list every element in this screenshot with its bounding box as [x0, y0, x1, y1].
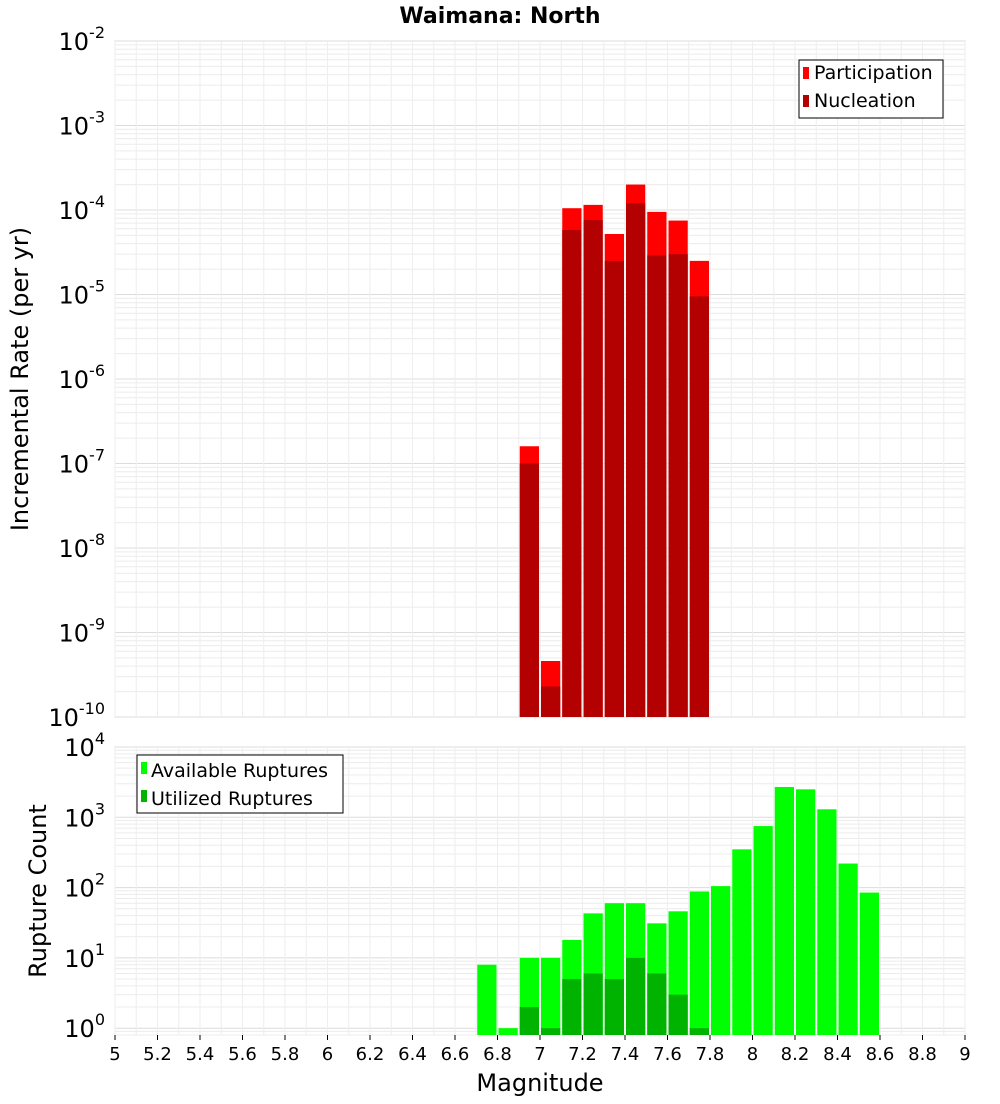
available-ruptures-bar	[732, 849, 752, 1035]
nucleation-bar	[604, 260, 624, 717]
y-tick-label: 10-5	[59, 277, 106, 310]
available-ruptures-bar	[477, 964, 497, 1035]
available-ruptures-bar	[859, 892, 879, 1035]
x-tick-label: 6.2	[356, 1044, 385, 1065]
chart-title: Waimana: North	[399, 4, 600, 29]
x-tick-label: 6	[322, 1044, 333, 1065]
y-tick-label: 10-7	[59, 446, 106, 479]
nucleation-bar	[647, 255, 667, 717]
utilized-ruptures-bar	[689, 1028, 709, 1035]
x-tick-label: 5.2	[143, 1044, 172, 1065]
x-tick-label: 6.6	[441, 1044, 470, 1065]
y-tick-label: 10-3	[59, 108, 106, 141]
rate-legend-box	[798, 59, 944, 119]
y-tick-label: 103	[64, 799, 105, 832]
x-tick-label: 7.6	[653, 1044, 682, 1065]
nucleation-bar	[562, 229, 582, 717]
x-tick-label: 5.8	[271, 1044, 300, 1065]
available-ruptures-bar	[838, 863, 858, 1035]
nucleation-bar	[519, 463, 539, 717]
y-tick-label: 104	[64, 729, 105, 762]
available-ruptures-bar	[689, 891, 709, 1035]
y-tick-label: 10-2	[59, 23, 106, 56]
utilized-ruptures-bar	[519, 1007, 539, 1035]
available-ruptures-bar	[796, 789, 816, 1035]
available-legend-label: Available Ruptures	[151, 760, 328, 782]
available-ruptures-bar	[711, 886, 731, 1035]
nucleation-legend-swatch	[803, 95, 809, 107]
x-tick-label: 9	[959, 1044, 970, 1065]
nucleation-bar	[541, 686, 561, 717]
x-tick-label: 7.4	[611, 1044, 640, 1065]
y-tick-label: 10-6	[59, 361, 106, 394]
x-tick-label: 8.6	[866, 1044, 895, 1065]
x-tick-label: 5.6	[228, 1044, 257, 1065]
y-tick-label: 101	[64, 940, 105, 973]
available-ruptures-bar	[774, 786, 794, 1035]
x-tick-label: 7.8	[696, 1044, 725, 1065]
rate-panel: 10-2 10-3 10-4 10-5 10-6 10-7 10-8 10-9 10-10 In…	[6, 23, 966, 732]
x-tick-label: 5	[109, 1044, 120, 1065]
utilized-ruptures-bar	[668, 994, 688, 1035]
y-tick-label: 10-8	[59, 530, 106, 563]
count-panel: 104 103 102 101 100 5 5.2 5.4 5.6 5.8 6 6.2 6.4 6.6 6…	[24, 729, 971, 1097]
y-tick-label: 102	[64, 870, 105, 903]
utilized-ruptures-bar	[583, 973, 603, 1035]
magnitude-axis-label: Magnitude	[476, 1069, 603, 1097]
y-tick-label: 10-10	[48, 699, 105, 732]
nucleation-legend-label: Nucleation	[814, 90, 916, 112]
utilized-ruptures-bar	[562, 979, 582, 1035]
utilized-ruptures-bar	[626, 957, 646, 1035]
utilized-legend-label: Utilized Ruptures	[151, 788, 313, 810]
available-ruptures-bar	[753, 826, 773, 1035]
x-tick-label: 6.8	[483, 1044, 512, 1065]
rate-grid	[114, 40, 966, 718]
participation-legend-label: Participation	[814, 62, 933, 84]
count-y-tick-labels: 104 103 102 101 100	[64, 729, 105, 1043]
count-bars	[477, 786, 879, 1035]
utilized-ruptures-bar	[541, 1028, 561, 1035]
x-tick-label: 8	[747, 1044, 758, 1065]
count-legend-box	[136, 754, 344, 814]
nucleation-bar	[689, 296, 709, 717]
x-tick-label: 8.8	[908, 1044, 937, 1065]
nucleation-bar	[668, 254, 688, 717]
count-y-axis-label: Rupture Count	[24, 804, 52, 978]
count-legend: Available Ruptures Utilized Ruptures	[136, 754, 344, 814]
x-tick-label: 7	[534, 1044, 545, 1065]
y-tick-label: 10-4	[59, 192, 106, 225]
x-tick-label: 6.4	[398, 1044, 427, 1065]
rate-bars	[519, 184, 709, 718]
magnitude-tick-labels: 5 5.2 5.4 5.6 5.8 6 6.2 6.4 6.6 6.8 7 7.2 7.4 7.6 7.8 8…	[109, 1035, 971, 1065]
rate-y-tick-labels: 10-2 10-3 10-4 10-5 10-6 10-7 10-8 10-9 10-10	[48, 23, 105, 732]
participation-legend-swatch	[803, 67, 809, 79]
x-tick-label: 8.2	[781, 1044, 810, 1065]
rate-y-axis-label: Incremental Rate (per yr)	[6, 227, 34, 531]
nucleation-bar	[626, 203, 646, 717]
utilized-ruptures-bar	[647, 973, 667, 1035]
available-ruptures-bar	[541, 957, 561, 1035]
utilized-legend-swatch	[141, 790, 147, 802]
nucleation-bar	[583, 220, 603, 717]
rate-legend: Participation Nucleation	[798, 59, 944, 119]
y-tick-label: 100	[64, 1010, 105, 1043]
x-tick-label: 8.4	[823, 1044, 852, 1065]
available-ruptures-bar	[817, 809, 837, 1035]
x-tick-label: 7.2	[568, 1044, 597, 1065]
available-legend-swatch	[141, 762, 147, 774]
available-ruptures-bar	[498, 1028, 518, 1035]
utilized-ruptures-bar	[604, 979, 624, 1035]
x-tick-label: 5.4	[186, 1044, 215, 1065]
y-tick-label: 10-9	[59, 615, 106, 648]
